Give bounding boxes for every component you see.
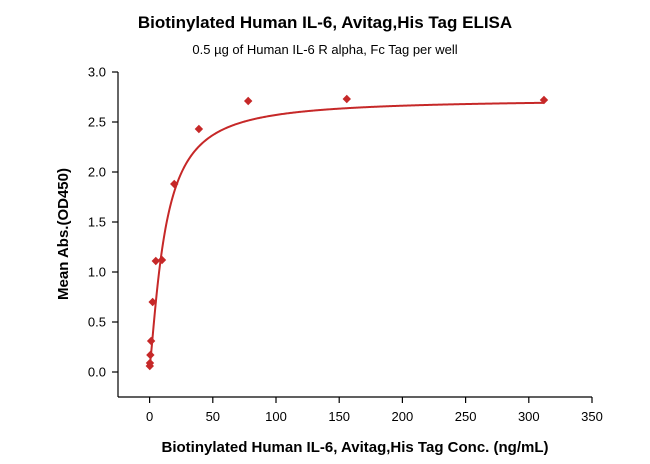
data-point: [146, 350, 155, 360]
data-point: [157, 255, 167, 265]
data-point: [539, 95, 549, 105]
chart-title: Biotinylated Human IL-6, Avitag,His Tag …: [138, 13, 512, 32]
x-tick-label: 150: [328, 409, 350, 424]
y-tick-label: 3.0: [88, 65, 106, 80]
y-tick-label: 1.5: [88, 215, 106, 230]
y-axis-label: Mean Abs.(OD450): [55, 168, 72, 300]
data-point: [194, 124, 204, 134]
x-axis-ticks: 0 50 100 150 200 250 300 350: [146, 397, 603, 424]
chart-subtitle: 0.5 µg of Human IL-6 R alpha, Fc Tag per…: [192, 42, 457, 57]
data-point: [146, 336, 156, 346]
x-tick-label: 350: [581, 409, 603, 424]
x-tick-label: 50: [206, 409, 220, 424]
data-point: [243, 96, 253, 106]
x-axis-label: Biotinylated Human IL-6, Avitag,His Tag …: [162, 439, 549, 456]
x-tick-label: 250: [455, 409, 477, 424]
y-tick-label: 0.0: [88, 365, 106, 380]
data-points: [145, 94, 549, 371]
x-tick-label: 100: [265, 409, 287, 424]
y-tick-label: 2.5: [88, 115, 106, 130]
x-tick-label: 200: [392, 409, 414, 424]
data-point: [342, 94, 351, 104]
data-point: [151, 256, 160, 266]
y-tick-label: 2.0: [88, 165, 106, 180]
y-axis-ticks: 0.0 0.5 1.0 1.5 2.0 2.5 3.0: [88, 65, 118, 380]
y-tick-label: 1.0: [88, 265, 106, 280]
fit-curve: [148, 101, 544, 367]
y-tick-label: 0.5: [88, 315, 106, 330]
data-point: [145, 358, 155, 368]
x-tick-label: 0: [146, 409, 153, 424]
data-point: [148, 297, 157, 307]
data-point: [170, 179, 179, 189]
x-tick-label: 300: [518, 409, 540, 424]
